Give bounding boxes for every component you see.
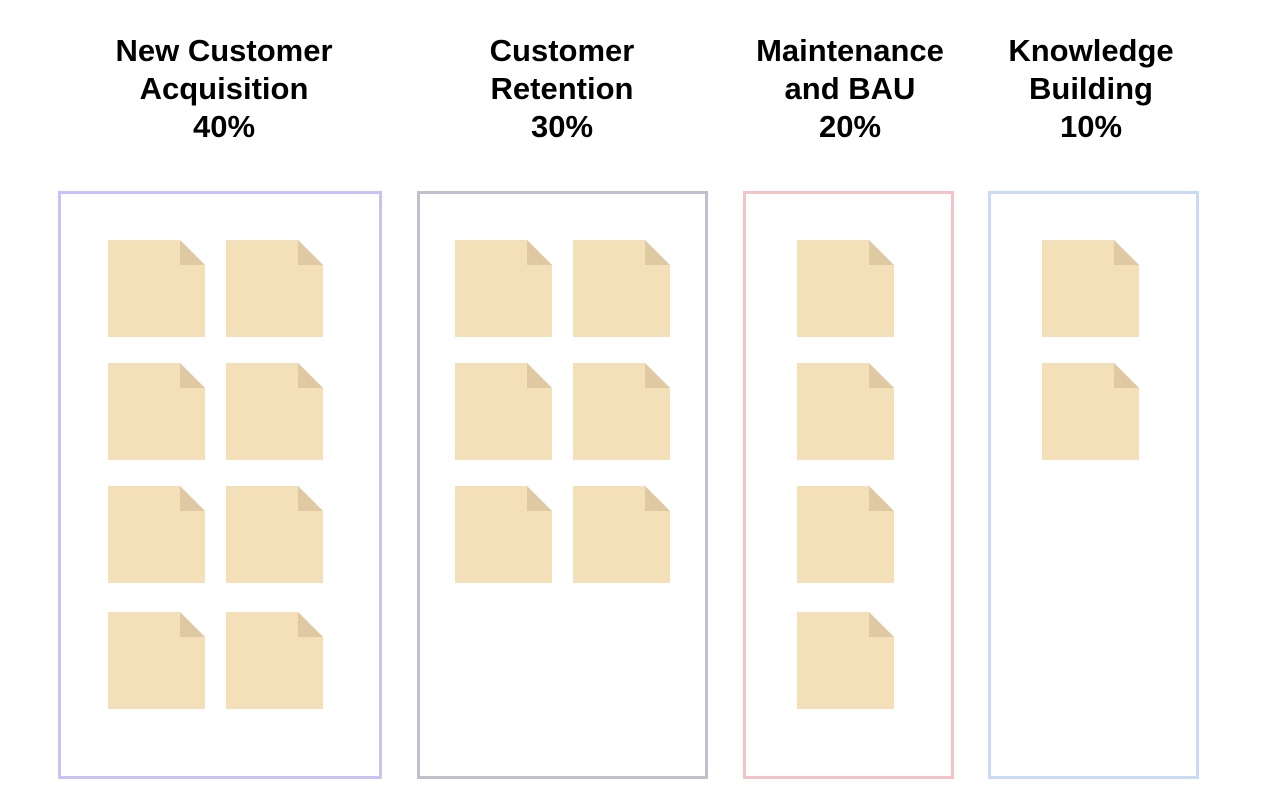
column-title-line2: and BAU — [784, 71, 916, 106]
column-title-line1: New Customer — [115, 33, 333, 68]
column-heading-new-customer-acquisition: New Customer Acquisition 40% — [74, 32, 374, 146]
column-percent: 30% — [530, 109, 594, 144]
column-title-line1: Customer — [489, 33, 635, 68]
column-title-line2: Building — [1029, 71, 1153, 106]
column-percent: 20% — [818, 109, 882, 144]
column-heading-maintenance-and-bau: Maintenance and BAU 20% — [730, 32, 970, 146]
column-title-line1: Knowledge — [1008, 33, 1174, 68]
column-box-new-customer-acquisition — [58, 191, 382, 779]
column-heading-customer-retention: Customer Retention 30% — [412, 32, 712, 146]
column-title-line2: Acquisition — [139, 71, 309, 106]
column-percent: 40% — [192, 109, 256, 144]
column-title-line2: Retention — [490, 71, 634, 106]
column-heading-knowledge-building: Knowledge Building 10% — [980, 32, 1202, 146]
column-title-line1: Maintenance — [756, 33, 944, 68]
column-percent: 10% — [1059, 109, 1123, 144]
